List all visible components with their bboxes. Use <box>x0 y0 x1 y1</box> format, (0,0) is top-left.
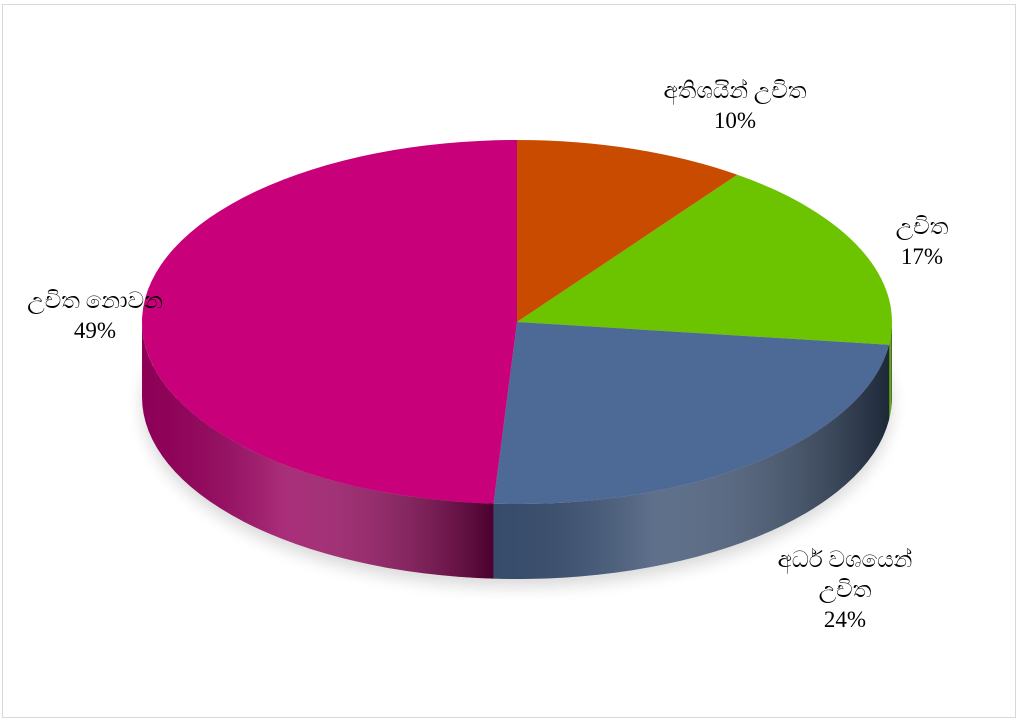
slice <box>493 322 890 505</box>
category-label: උචිත <box>895 214 949 239</box>
slice <box>517 140 738 322</box>
data-label: උචිත 17% <box>896 212 949 272</box>
data-label: උචිත නොවන 49% <box>27 286 163 346</box>
slice <box>141 140 518 504</box>
slice-side-shade <box>889 322 892 420</box>
chart-frame <box>2 4 1016 718</box>
value-label: 10% <box>713 108 757 133</box>
slice-side-shade <box>493 344 890 579</box>
category-label: උචිත නොවන <box>27 288 163 313</box>
data-label: අතිශයින් උචිත 10% <box>663 76 806 136</box>
value-label: 24% <box>823 607 867 632</box>
value-label: 17% <box>900 244 944 269</box>
category-label: අතිශයින් උචිත <box>663 78 807 103</box>
category-label: අධර් වශයෙන් උචිත <box>777 547 913 602</box>
value-label: 49% <box>73 318 117 343</box>
slice <box>517 174 893 345</box>
slice-side-shade <box>142 322 494 579</box>
data-label: අධර් වශයෙන් උචිත 24% <box>750 545 940 635</box>
